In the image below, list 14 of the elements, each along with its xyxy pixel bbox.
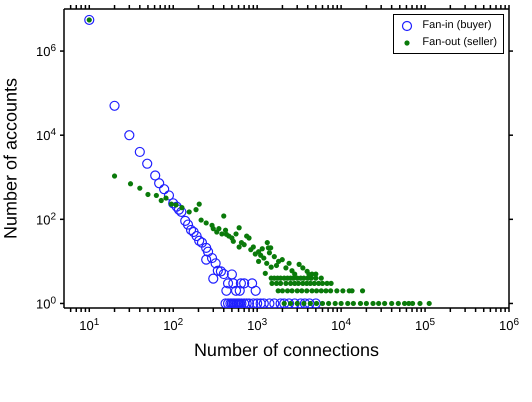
x-tick-label: 10$^{2}$ <box>163 316 184 333</box>
x-axis-title: Number of connections <box>194 340 380 360</box>
x-tick-label: 10$^{3}$ <box>247 316 268 333</box>
y-tick-label: 10$^{0}$ <box>36 294 56 312</box>
legend-label: Fan-out (seller) <box>422 35 497 50</box>
x-tick-label: 10$^{6}$ <box>498 316 520 333</box>
x-tick-label: 10$^{5}$ <box>415 316 436 333</box>
y-tick-label: 10$^{4}$ <box>36 126 56 144</box>
legend-label: Fan-in (buyer) <box>422 18 492 33</box>
y-tick-label: 10$^{6}$ <box>36 42 56 60</box>
x-tick-label: 10$^{1}$ <box>79 316 100 333</box>
y-tick-label: 10$^{2}$ <box>36 210 56 228</box>
x-tick-label: 10$^{4}$ <box>331 316 352 333</box>
y-axis-title: Number of accounts <box>0 78 20 240</box>
